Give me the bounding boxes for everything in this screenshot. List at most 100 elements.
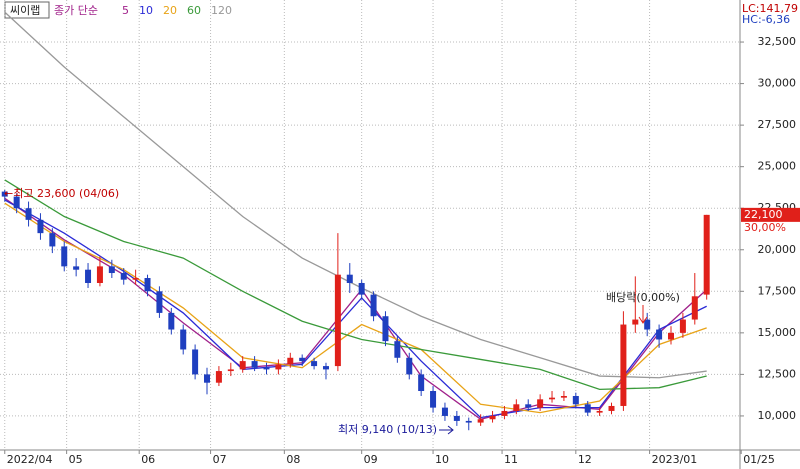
x-tick-label: 10 bbox=[435, 453, 449, 466]
candle-body bbox=[25, 208, 32, 220]
x-tick-label: 06 bbox=[141, 453, 155, 466]
annotation-arrow bbox=[439, 425, 454, 435]
candle-body bbox=[346, 274, 353, 283]
lc-label: LC:141,79 bbox=[742, 2, 798, 15]
candle-body bbox=[192, 349, 199, 375]
candle-body bbox=[334, 274, 341, 367]
legend-title: 종가 단순 bbox=[54, 4, 98, 17]
candle-body bbox=[572, 395, 579, 405]
x-tick-label: 2023/01 bbox=[652, 453, 698, 466]
candle-body bbox=[13, 196, 20, 209]
candle-body bbox=[358, 282, 365, 295]
moving-average-line bbox=[4, 179, 707, 390]
candle-body bbox=[287, 357, 294, 365]
candle-body bbox=[144, 278, 151, 292]
candle-body bbox=[227, 369, 234, 372]
candle-body bbox=[120, 273, 127, 280]
candle-body bbox=[382, 316, 389, 342]
candle-body bbox=[156, 291, 163, 313]
candle-body bbox=[215, 371, 222, 383]
candle-body bbox=[667, 332, 674, 340]
x-tick-label: 08 bbox=[286, 453, 300, 466]
candle-body bbox=[73, 266, 80, 270]
candle-body bbox=[168, 312, 175, 330]
legend-entry: 20 bbox=[163, 4, 177, 17]
candle-body bbox=[311, 361, 318, 367]
candle-body bbox=[656, 329, 663, 340]
candle-body bbox=[537, 399, 544, 408]
price-tag bbox=[741, 207, 800, 222]
candle-body bbox=[691, 296, 698, 320]
candle-body bbox=[549, 397, 556, 400]
candle-body bbox=[49, 233, 56, 247]
symbol: 씨이랩 bbox=[10, 4, 40, 17]
annotation: 배당락(0,00%) bbox=[606, 291, 680, 304]
candle-body bbox=[394, 341, 401, 358]
candle-body bbox=[608, 405, 615, 411]
candle-body bbox=[418, 374, 425, 392]
candle-body bbox=[525, 404, 532, 408]
candle-body bbox=[632, 319, 639, 325]
candle-body bbox=[477, 419, 484, 423]
x-tick-label: 01/25 bbox=[743, 453, 775, 466]
x-tick-label: 12 bbox=[578, 453, 592, 466]
candle-body bbox=[596, 410, 603, 413]
y-tick-label: 25,000 bbox=[758, 160, 797, 173]
candle-body bbox=[61, 246, 68, 267]
candle-body bbox=[204, 374, 211, 383]
legend-entry: 10 bbox=[139, 4, 153, 17]
candle-body bbox=[513, 404, 520, 411]
y-tick-label: 12,500 bbox=[758, 367, 797, 380]
x-tick-label: 05 bbox=[69, 453, 83, 466]
candle-body bbox=[239, 361, 246, 370]
x-tick-label: 07 bbox=[213, 453, 227, 466]
y-tick-label: 32,500 bbox=[758, 35, 797, 48]
annotation: 최저 9,140 (10/13) bbox=[338, 423, 437, 436]
y-tick-label: 10,000 bbox=[758, 409, 797, 422]
candle-body bbox=[560, 395, 567, 398]
y-tick-label: 27,500 bbox=[758, 118, 797, 131]
candle-body bbox=[322, 366, 329, 370]
last-change: 30,00% bbox=[744, 221, 786, 234]
legend-entry: 60 bbox=[187, 4, 201, 17]
candle-body bbox=[108, 266, 115, 274]
candle-body bbox=[251, 361, 258, 368]
legend-entry: 120 bbox=[211, 4, 232, 17]
y-tick-label: 15,000 bbox=[758, 326, 797, 339]
candle-body bbox=[430, 391, 437, 408]
candle-body bbox=[465, 420, 472, 423]
last-price: 22,100 bbox=[744, 208, 783, 221]
candle-body bbox=[489, 415, 496, 420]
y-tick-label: 30,000 bbox=[758, 77, 797, 90]
candle-body bbox=[132, 278, 139, 280]
candle-body bbox=[37, 219, 44, 234]
candle-body bbox=[644, 319, 651, 330]
candle-body bbox=[275, 364, 282, 370]
candle-body bbox=[85, 269, 92, 283]
candle-body bbox=[1, 191, 8, 197]
candle-body bbox=[441, 407, 448, 416]
y-tick-label: 17,500 bbox=[758, 284, 797, 297]
hc-label: HC:-6,36 bbox=[742, 13, 790, 26]
candle-body bbox=[584, 404, 591, 413]
legend-entry: 5 bbox=[122, 4, 129, 17]
annotation: ←최고 23,600 (04/06) bbox=[4, 187, 119, 200]
candle-body bbox=[370, 294, 377, 317]
candle-body bbox=[620, 324, 627, 406]
candle-body bbox=[406, 357, 413, 375]
candle-body bbox=[453, 415, 460, 421]
candle-body bbox=[263, 367, 270, 370]
annotation-arrow bbox=[638, 305, 648, 324]
candle-body bbox=[703, 214, 710, 295]
candle-body bbox=[679, 319, 686, 333]
candle-body bbox=[96, 266, 103, 283]
candle-body bbox=[501, 410, 508, 416]
candle-body bbox=[180, 329, 187, 350]
x-tick-label: 09 bbox=[364, 453, 378, 466]
x-tick-label: 2022/04 bbox=[7, 453, 53, 466]
candle-body bbox=[299, 357, 306, 362]
x-tick-label: 11 bbox=[504, 453, 518, 466]
